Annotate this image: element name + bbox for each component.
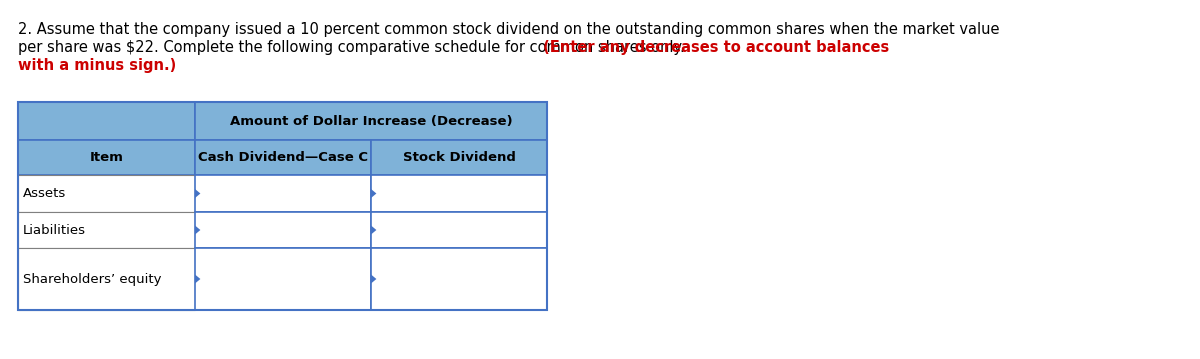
Polygon shape <box>194 225 200 234</box>
Bar <box>371 212 547 248</box>
Polygon shape <box>371 225 377 234</box>
Text: 2. Assume that the company issued a 10 percent common stock dividend on the outs: 2. Assume that the company issued a 10 p… <box>18 22 1000 37</box>
Bar <box>18 212 194 248</box>
Text: (Enter any decreases to account balances: (Enter any decreases to account balances <box>539 40 889 55</box>
Text: Assets: Assets <box>23 187 66 200</box>
Bar <box>18 248 194 310</box>
Text: Amount of Dollar Increase (Decrease): Amount of Dollar Increase (Decrease) <box>229 115 512 127</box>
Text: Liabilities: Liabilities <box>23 224 86 237</box>
Bar <box>194 140 371 175</box>
Polygon shape <box>371 275 377 284</box>
Polygon shape <box>371 189 377 198</box>
Bar <box>194 212 371 248</box>
Text: Shareholders’ equity: Shareholders’ equity <box>23 272 162 285</box>
Bar <box>18 175 194 212</box>
Bar <box>371 175 547 212</box>
Bar <box>194 102 547 140</box>
Bar <box>371 248 547 310</box>
Bar <box>194 248 371 310</box>
Polygon shape <box>194 275 200 284</box>
Text: per share was $22. Complete the following comparative schedule for common shares: per share was $22. Complete the followin… <box>18 40 685 55</box>
Bar <box>18 102 194 140</box>
Text: with a minus sign.): with a minus sign.) <box>18 58 176 73</box>
Text: Item: Item <box>90 151 124 164</box>
Text: Stock Dividend: Stock Dividend <box>402 151 516 164</box>
Bar <box>18 140 194 175</box>
Bar <box>194 175 371 212</box>
Bar <box>18 102 547 310</box>
Bar <box>371 140 547 175</box>
Polygon shape <box>194 189 200 198</box>
Text: Cash Dividend—Case C: Cash Dividend—Case C <box>198 151 368 164</box>
